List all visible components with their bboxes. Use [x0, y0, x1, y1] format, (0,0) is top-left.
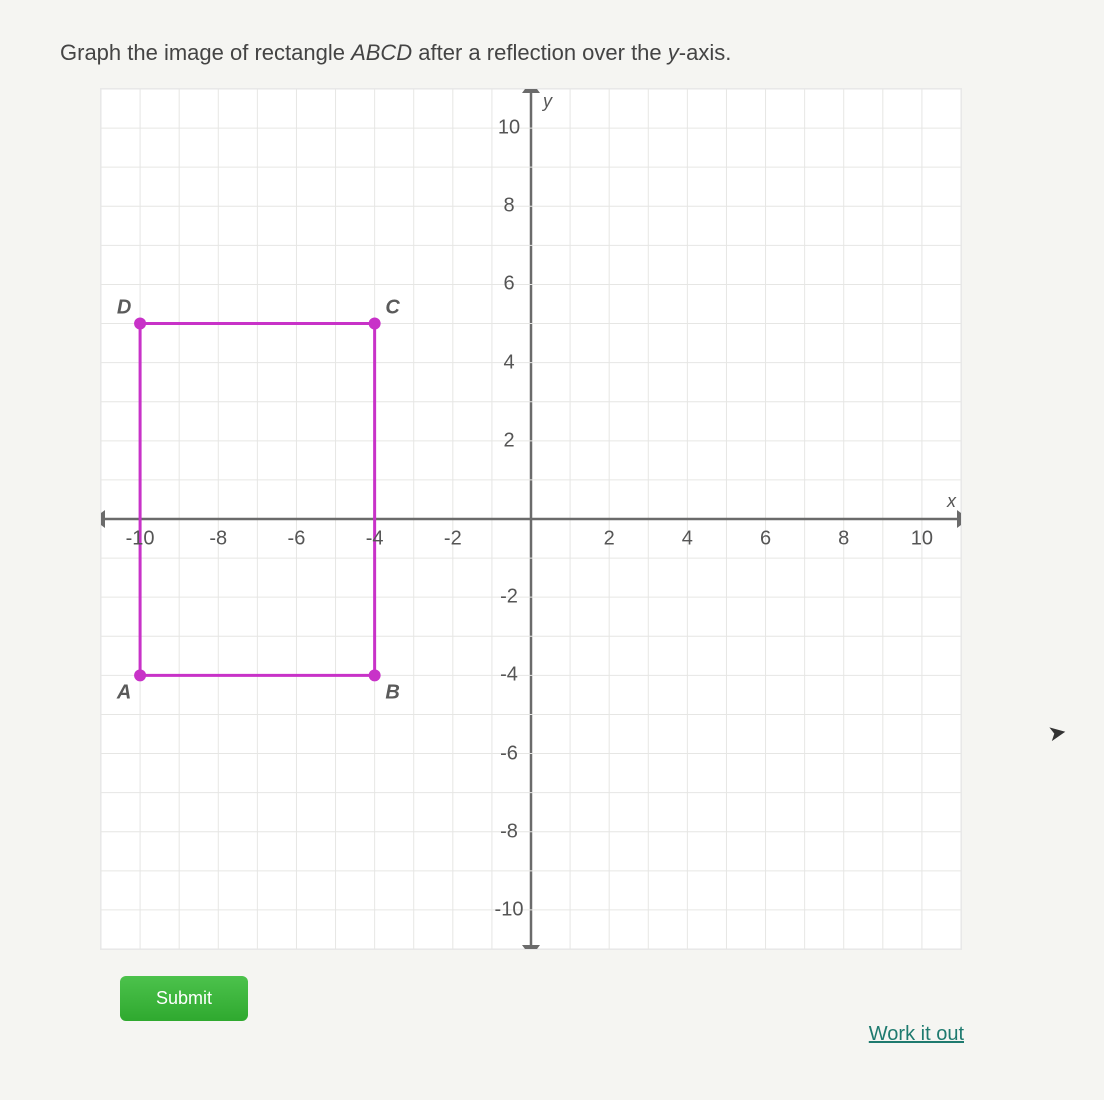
y-tick-label: 6	[503, 273, 514, 296]
y-tick-label: -10	[495, 898, 524, 921]
x-tick-label: 2	[604, 528, 615, 551]
y-axis-label: y	[543, 91, 552, 112]
vertex-c[interactable]	[369, 318, 381, 330]
coordinate-grid[interactable]: -10 -8 -6 -4 -2 2 4 6 8 10 10 8 6 4 2 -2 -4 -6 -8 -10 x y A B C D	[100, 88, 962, 950]
x-tick-label: 4	[682, 528, 693, 551]
vertex-label-a: A	[117, 682, 131, 705]
q-suffix: after a reflection over the	[412, 40, 668, 65]
q-axis: y	[668, 40, 679, 65]
y-tick-label: 2	[503, 429, 514, 452]
vertex-d[interactable]	[134, 318, 146, 330]
vertex-label-c: C	[385, 296, 399, 319]
vertex-a[interactable]	[134, 669, 146, 681]
x-tick-label: -10	[126, 528, 155, 551]
y-tick-label: 10	[498, 117, 520, 140]
y-tick-label: -6	[500, 742, 518, 765]
q-tail: -axis.	[679, 40, 732, 65]
question-text: Graph the image of rectangle ABCD after …	[60, 40, 1084, 66]
work-it-out-link[interactable]: Work it out	[869, 1023, 964, 1046]
y-tick-label: -2	[500, 586, 518, 609]
q-prefix: Graph the image of rectangle	[60, 40, 351, 65]
x-tick-label: -8	[209, 528, 227, 551]
q-shape: ABCD	[351, 40, 412, 65]
y-tick-label: 4	[503, 351, 514, 374]
x-tick-label: -6	[288, 528, 306, 551]
x-tick-label: 10	[911, 528, 933, 551]
y-tick-label: -8	[500, 820, 518, 843]
x-tick-label: -2	[444, 528, 462, 551]
grid-svg[interactable]	[101, 89, 961, 949]
mouse-cursor-icon: ➤	[1045, 719, 1068, 748]
y-tick-label: -4	[500, 664, 518, 687]
vertex-label-d: D	[117, 296, 131, 319]
y-tick-label: 8	[503, 195, 514, 218]
vertex-b[interactable]	[369, 669, 381, 681]
x-tick-label: 6	[760, 528, 771, 551]
x-tick-label: -4	[366, 528, 384, 551]
vertex-label-b: B	[385, 682, 399, 705]
x-axis-label: x	[947, 491, 956, 512]
x-tick-label: 8	[838, 528, 849, 551]
submit-button[interactable]: Submit	[120, 976, 248, 1021]
